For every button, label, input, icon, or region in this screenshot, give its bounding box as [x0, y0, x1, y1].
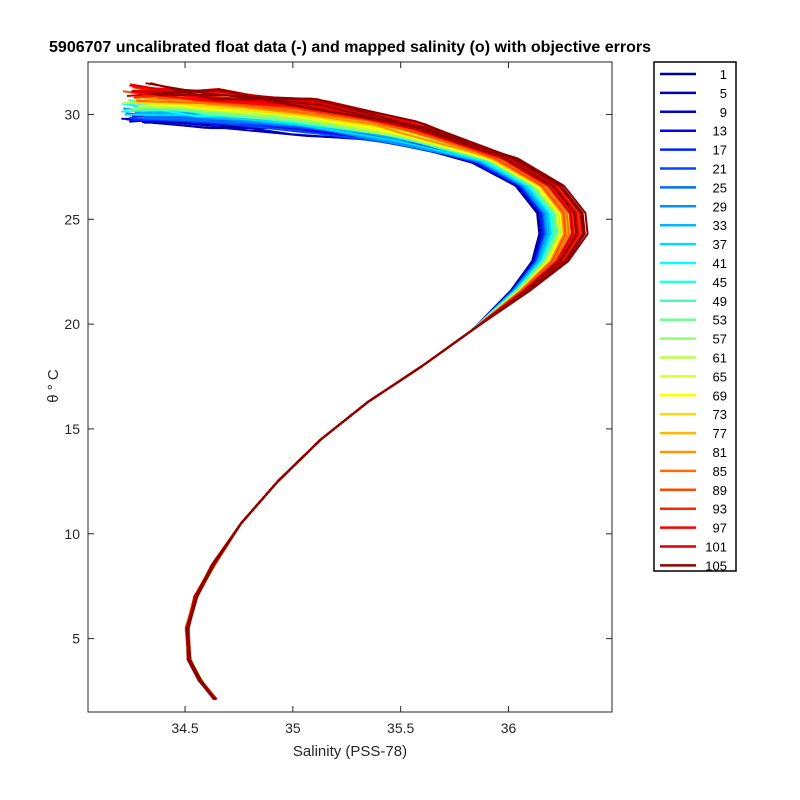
series-layer — [121, 82, 589, 701]
legend-label: 101 — [705, 540, 727, 555]
legend-label: 5 — [720, 86, 727, 101]
x-tick-label: 36 — [501, 720, 517, 736]
y-axis: 5 10 15 20 25 30 — [64, 106, 612, 647]
y-axis-label: θ ° C — [45, 369, 62, 403]
legend-label: 89 — [713, 483, 727, 498]
legend-label: 29 — [713, 199, 727, 214]
profile-line-105 — [145, 82, 578, 700]
legend-label: 105 — [705, 558, 727, 573]
y-tick-label: 10 — [64, 526, 80, 542]
legend-label: 41 — [713, 256, 727, 271]
legend-label: 61 — [713, 351, 727, 366]
legend-label: 13 — [713, 124, 727, 139]
legend-label: 65 — [713, 369, 727, 384]
x-axis-label: Salinity (PSS-78) — [293, 743, 407, 760]
y-tick-label: 30 — [64, 106, 80, 122]
chart-title: 5906707 uncalibrated float data (-) and … — [49, 39, 651, 56]
legend-label: 37 — [713, 237, 727, 252]
legend-label: 81 — [713, 445, 727, 460]
legend-label: 53 — [713, 313, 727, 328]
y-tick-label: 25 — [64, 211, 80, 227]
x-tick-label: 35.5 — [387, 720, 414, 736]
legend-label: 1 — [720, 67, 727, 82]
y-tick-label: 15 — [64, 421, 80, 437]
legend-label: 49 — [713, 294, 727, 309]
legend-label: 21 — [713, 162, 727, 177]
plot-area — [88, 62, 612, 712]
legend-box — [653, 61, 737, 572]
legend-label: 33 — [713, 218, 727, 233]
legend-label: 85 — [713, 464, 727, 479]
y-tick-label: 5 — [72, 631, 80, 647]
x-tick-label: 35 — [285, 720, 301, 736]
plot-frame — [87, 61, 613, 713]
legend-label: 17 — [713, 143, 727, 158]
x-axis: 34.5 35 35.5 36 — [171, 62, 516, 736]
legend-label: 77 — [713, 426, 727, 441]
legend-label: 25 — [713, 180, 727, 195]
legend-label: 45 — [713, 275, 727, 290]
legend-label: 97 — [713, 521, 727, 536]
legend-label: 69 — [713, 388, 727, 403]
x-tick-label: 34.5 — [171, 720, 198, 736]
legend-label: 93 — [713, 502, 727, 517]
legend-label: 73 — [713, 407, 727, 422]
legend: 1 5 9 13 17 21 25 29 33 37 41 45 49 53 57 61 65 69 73 77 81 8… — [660, 67, 727, 573]
legend-label: 9 — [720, 105, 727, 120]
y-tick-label: 20 — [64, 316, 80, 332]
legend-label: 57 — [713, 332, 727, 347]
